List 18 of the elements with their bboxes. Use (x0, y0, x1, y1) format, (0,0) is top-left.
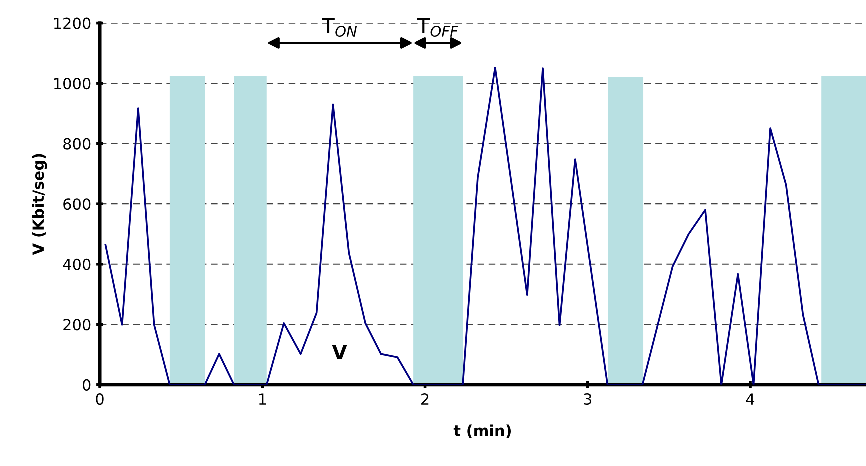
y-tick-label: 200 (64, 319, 91, 331)
annotation: T$_{ON}$ (322, 18, 358, 38)
x-tick-label: 3 (584, 394, 592, 406)
annotation: V (332, 345, 348, 360)
y-axis-title: V (Kbit/seg) (32, 154, 48, 256)
y-tick-label: 600 (64, 198, 91, 210)
x-tick-label: 0 (96, 394, 104, 406)
x-tick-label: 1 (259, 394, 266, 405)
y-tick-label: 0 (82, 379, 91, 391)
line-series (104, 66, 866, 385)
x-tick-label: 4 (746, 394, 755, 405)
y-tick-label: 1000 (54, 78, 91, 90)
y-tick-label: 400 (63, 258, 91, 270)
annotation: T$_{OFF}$ (417, 18, 459, 38)
y-tick-label: 1200 (54, 18, 91, 30)
y-tick-label: 800 (64, 138, 91, 150)
x-axis-title: t (min) (454, 424, 512, 438)
x-tick-label: 2 (422, 394, 429, 405)
